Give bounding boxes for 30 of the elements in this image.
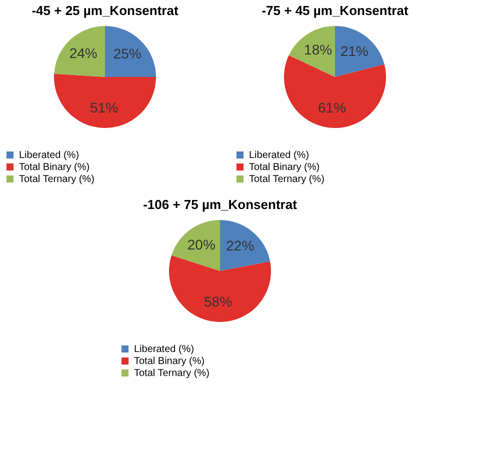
chart-title: -45 + 25 µm_Konsentrat	[32, 3, 179, 18]
pie-slice	[284, 55, 386, 128]
data-label: 51%	[90, 100, 118, 116]
legend-label: Total Binary (%)	[249, 162, 320, 173]
data-label: 22%	[226, 238, 254, 254]
legend-label: Total Ternary (%)	[19, 174, 94, 185]
data-label: 21%	[340, 43, 368, 60]
legend-label: Liberated (%)	[134, 344, 194, 355]
pie-slice	[105, 26, 156, 77]
data-label: 20%	[187, 236, 216, 252]
legend-label: Liberated (%)	[19, 150, 80, 161]
data-label: 25%	[113, 46, 142, 62]
pie-slice	[220, 220, 270, 271]
legend-label: Total Binary (%)	[19, 162, 90, 173]
data-label: 61%	[318, 99, 346, 116]
data-label: 24%	[69, 44, 98, 61]
legend-label: Total Ternary (%)	[249, 174, 324, 185]
legend-label: Total Ternary (%)	[134, 368, 210, 379]
chart-title: -75 + 45 µm_Konsentrat	[262, 3, 409, 18]
chart-title: -106 + 75 µm_Konsentrat	[143, 197, 298, 212]
pie-slice	[54, 74, 156, 128]
data-label: 58%	[204, 294, 232, 310]
pie-slice	[171, 220, 220, 271]
data-label: 18%	[304, 41, 332, 58]
pie-slice	[288, 26, 335, 77]
pie-slice	[169, 255, 271, 322]
pie-slice	[335, 26, 384, 77]
legend-label: Liberated (%)	[249, 150, 310, 161]
pie-slice	[54, 26, 105, 77]
legend-label: Total Binary (%)	[134, 356, 205, 367]
